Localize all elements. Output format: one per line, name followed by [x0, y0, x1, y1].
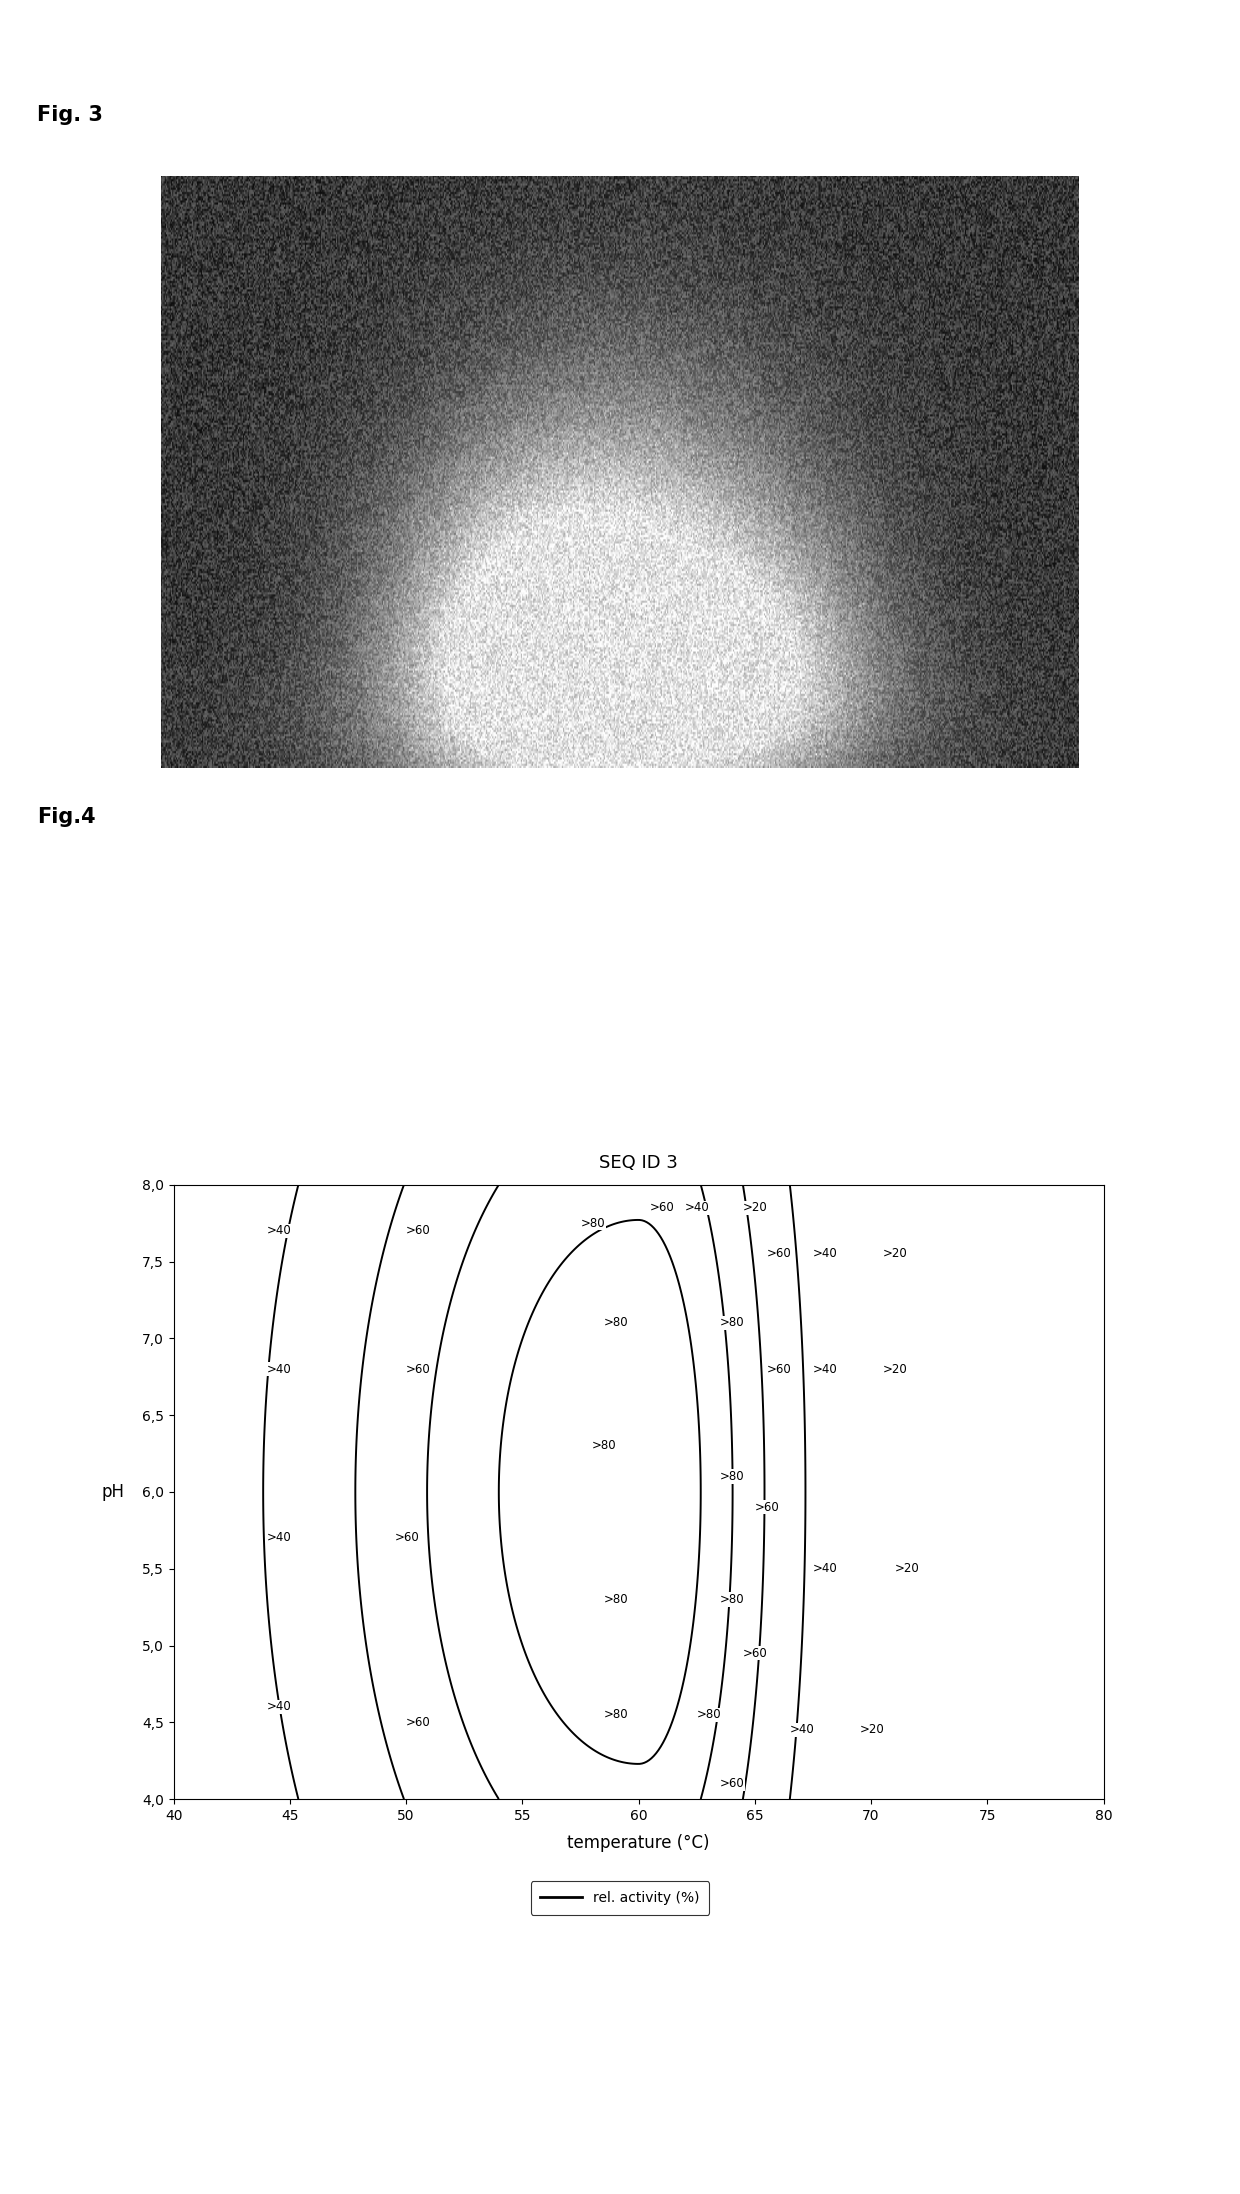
Text: >20: >20 — [883, 1248, 908, 1259]
Text: Fig.4: Fig.4 — [37, 807, 95, 827]
Legend: rel. activity (%): rel. activity (%) — [531, 1880, 709, 1915]
Text: >40: >40 — [813, 1248, 838, 1259]
Text: >80: >80 — [697, 1709, 722, 1720]
Text: >40: >40 — [267, 1700, 291, 1714]
Text: >40: >40 — [813, 1562, 838, 1575]
Text: >60: >60 — [720, 1777, 745, 1790]
Text: >80: >80 — [604, 1593, 629, 1606]
Text: >60: >60 — [407, 1716, 430, 1729]
Text: >80: >80 — [604, 1709, 629, 1720]
Text: >80: >80 — [720, 1593, 744, 1606]
Text: >20: >20 — [883, 1362, 908, 1376]
Text: Fig. 3: Fig. 3 — [37, 105, 103, 125]
Text: >20: >20 — [894, 1562, 919, 1575]
Text: pH: pH — [102, 1483, 125, 1501]
Text: >60: >60 — [407, 1224, 430, 1237]
Text: >80: >80 — [720, 1316, 744, 1330]
Text: >40: >40 — [790, 1724, 815, 1735]
Text: >60: >60 — [650, 1202, 675, 1213]
Text: >60: >60 — [407, 1362, 430, 1376]
Text: >60: >60 — [766, 1362, 791, 1376]
Text: >40: >40 — [267, 1362, 291, 1376]
Text: >80: >80 — [720, 1470, 744, 1483]
Text: >40: >40 — [686, 1202, 709, 1213]
Text: >80: >80 — [604, 1316, 629, 1330]
Text: >20: >20 — [743, 1202, 768, 1213]
Text: >80: >80 — [580, 1218, 605, 1229]
Text: >40: >40 — [267, 1531, 291, 1545]
Text: >40: >40 — [267, 1224, 291, 1237]
Text: >60: >60 — [394, 1531, 419, 1545]
Text: >60: >60 — [755, 1501, 780, 1514]
X-axis label: temperature (°C): temperature (°C) — [568, 1834, 709, 1852]
Text: >60: >60 — [766, 1248, 791, 1259]
Text: >80: >80 — [593, 1439, 616, 1452]
Text: >40: >40 — [813, 1362, 838, 1376]
Text: >20: >20 — [859, 1724, 884, 1735]
Title: SEQ ID 3: SEQ ID 3 — [599, 1154, 678, 1172]
Text: >60: >60 — [743, 1648, 768, 1659]
